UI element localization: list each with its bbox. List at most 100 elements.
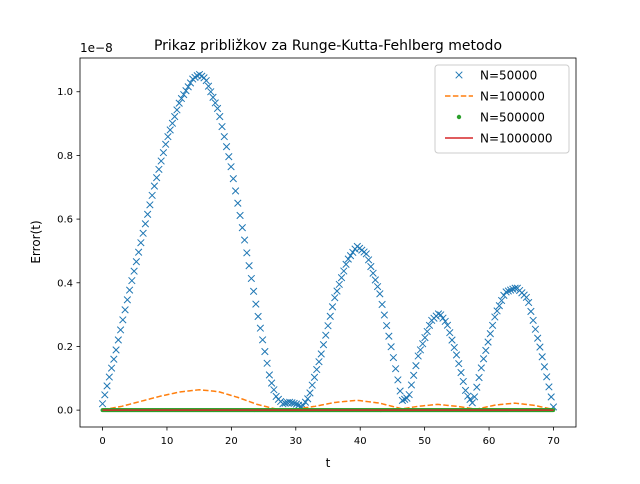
x-axis-label: t <box>326 456 331 470</box>
x-tick-label: 60 <box>483 436 496 447</box>
x-marker <box>249 287 258 295</box>
x-marker <box>134 248 143 256</box>
x-marker <box>157 157 165 165</box>
x-marker <box>112 346 120 354</box>
x-marker <box>177 94 186 103</box>
x-marker <box>234 199 242 207</box>
x-marker <box>502 288 510 296</box>
x-marker <box>394 376 402 384</box>
x-marker <box>493 307 501 315</box>
x-marker <box>531 325 540 333</box>
x-marker <box>326 312 334 320</box>
x-marker <box>488 321 497 330</box>
x-marker <box>473 383 481 391</box>
x-marker <box>337 274 346 282</box>
x-marker <box>455 71 463 79</box>
x-marker <box>448 336 456 344</box>
x-marker <box>527 307 535 316</box>
x-marker <box>256 324 265 332</box>
x-marker <box>267 379 276 387</box>
x-marker <box>328 303 337 311</box>
x-marker <box>164 132 172 141</box>
y-tick-label: 1.0 <box>57 87 73 98</box>
x-marker <box>421 333 429 342</box>
x-marker <box>209 93 217 101</box>
x-marker <box>319 341 328 349</box>
x-marker <box>342 260 350 268</box>
x-marker <box>464 392 472 400</box>
x-marker <box>236 211 244 220</box>
x-marker <box>103 382 111 390</box>
x-marker <box>506 286 515 294</box>
x-marker <box>529 316 537 324</box>
x-marker <box>482 346 490 355</box>
x-tick-label: 20 <box>225 436 238 447</box>
x-marker <box>391 365 400 373</box>
x-marker <box>540 363 549 371</box>
x-marker <box>281 399 289 407</box>
x-marker <box>168 119 177 127</box>
x-marker <box>292 400 301 408</box>
y-tick-label: 0.2 <box>57 342 73 353</box>
x-marker <box>389 353 398 362</box>
x-tick-label: 30 <box>289 436 302 447</box>
x-marker <box>382 321 391 330</box>
x-marker <box>114 336 122 344</box>
x-tick-label: 50 <box>418 436 431 447</box>
x-marker <box>545 383 553 391</box>
x-marker <box>419 340 427 348</box>
x-marker <box>310 373 319 381</box>
x-marker <box>166 126 174 134</box>
x-marker <box>405 390 413 399</box>
x-marker <box>204 82 213 90</box>
x-marker <box>522 293 531 302</box>
x-marker <box>475 373 483 382</box>
x-marker <box>301 398 310 406</box>
x-marker <box>98 400 107 408</box>
x-marker <box>132 258 141 266</box>
x-marker <box>258 336 267 344</box>
x-marker <box>543 373 551 381</box>
x-marker <box>364 256 373 264</box>
x-marker <box>306 389 314 397</box>
x-marker <box>536 343 544 351</box>
x-marker <box>378 300 386 309</box>
x-marker <box>137 239 145 247</box>
axes-frame <box>79 57 577 428</box>
legend-item: N=50000 <box>455 69 537 83</box>
x-marker <box>504 287 513 295</box>
series-n-50000 <box>98 70 558 411</box>
x-marker <box>491 313 499 321</box>
x-marker <box>479 355 488 363</box>
legend-label: N=50000 <box>480 69 537 83</box>
x-marker <box>452 351 461 359</box>
x-marker <box>216 112 224 121</box>
x-marker <box>180 90 188 99</box>
x-marker <box>509 285 517 293</box>
x-marker <box>231 187 240 195</box>
x-marker <box>333 287 341 295</box>
x-marker <box>437 311 445 319</box>
x-marker <box>202 76 210 85</box>
x-marker <box>121 306 129 314</box>
x-marker <box>125 286 134 294</box>
x-marker <box>450 343 458 352</box>
legend-label: N=100000 <box>480 90 545 104</box>
x-marker <box>414 352 422 360</box>
x-tick-label: 40 <box>354 436 367 447</box>
x-marker <box>335 280 343 289</box>
legend-label: N=1000000 <box>480 132 552 146</box>
legend-swatch <box>456 114 462 120</box>
x-marker <box>380 311 389 319</box>
x-marker <box>229 175 237 183</box>
x-marker <box>313 365 321 374</box>
x-marker <box>416 346 425 354</box>
x-marker <box>143 210 152 218</box>
x-marker <box>218 122 226 131</box>
x-marker <box>534 334 542 342</box>
x-marker <box>340 267 348 275</box>
x-marker <box>349 248 357 257</box>
x-marker <box>425 321 434 330</box>
x-marker <box>466 395 474 404</box>
